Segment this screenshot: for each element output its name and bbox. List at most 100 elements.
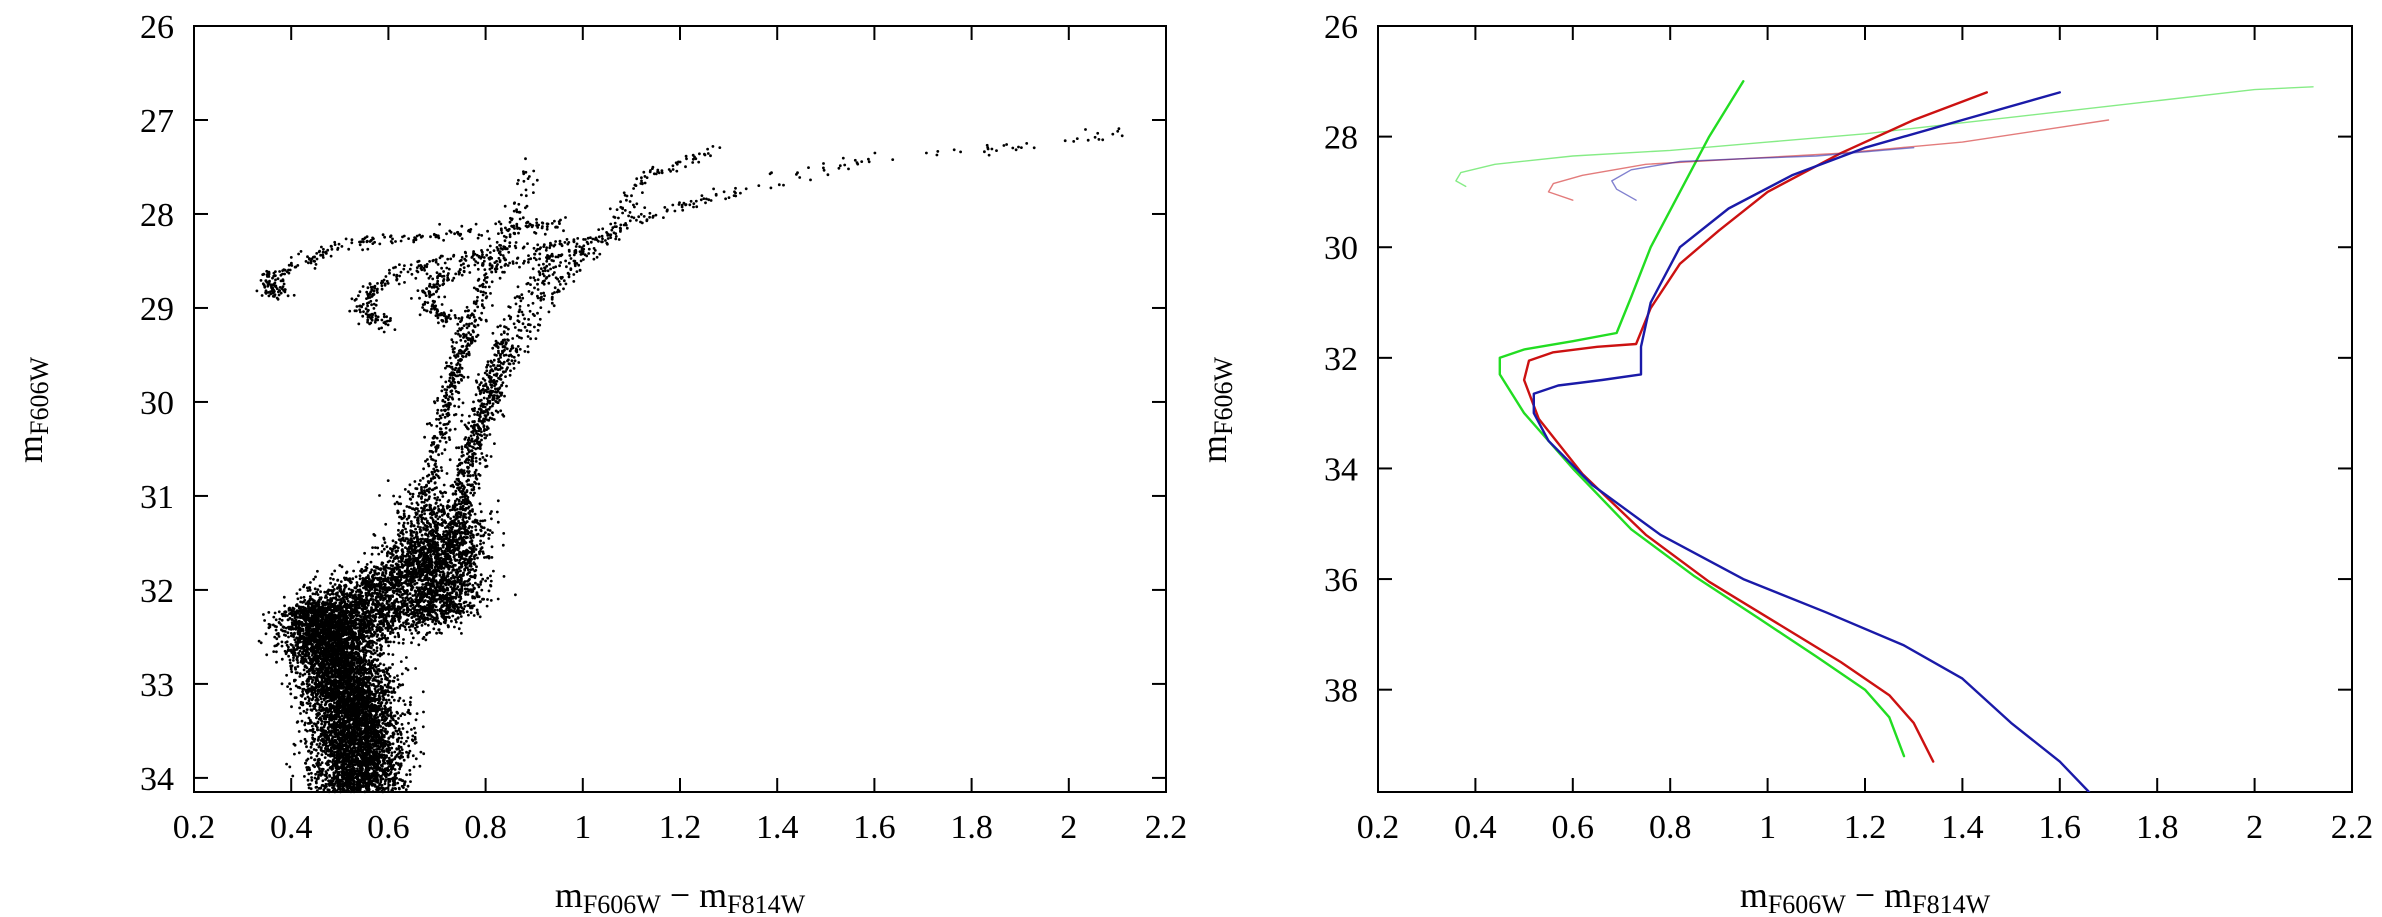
- star-point: [366, 580, 369, 583]
- star-point: [384, 616, 388, 620]
- star-point: [393, 502, 397, 506]
- star-point: [318, 596, 322, 600]
- star-point: [438, 421, 442, 425]
- star-point: [440, 452, 444, 455]
- star-point: [440, 389, 444, 393]
- star-point: [408, 497, 412, 501]
- star-point: [379, 577, 383, 581]
- star-point: [391, 539, 395, 543]
- star-point: [402, 509, 406, 513]
- star-point: [311, 592, 315, 596]
- star-point: [422, 613, 426, 617]
- star-point: [465, 305, 469, 309]
- star-point: [419, 750, 423, 754]
- star-point: [389, 577, 393, 580]
- star-point: [414, 629, 418, 632]
- star-point: [381, 607, 384, 611]
- star-point: [481, 299, 484, 302]
- star-point: [259, 641, 263, 645]
- star-point: [512, 209, 516, 213]
- star-point: [385, 554, 389, 558]
- star-point: [265, 653, 269, 657]
- star-point: [453, 413, 456, 417]
- star-point: [307, 618, 310, 622]
- star-point: [316, 569, 319, 573]
- star-point: [444, 426, 448, 430]
- star-point: [340, 565, 344, 569]
- star-point: [298, 706, 301, 710]
- star-point: [411, 619, 415, 623]
- star-point: [418, 491, 421, 495]
- star-point: [476, 305, 480, 309]
- star-point: [399, 539, 403, 543]
- star-point: [439, 375, 443, 379]
- star-point: [451, 378, 455, 381]
- star-point: [429, 455, 433, 459]
- star-point: [313, 587, 317, 591]
- star-point: [385, 545, 389, 549]
- star-point: [437, 476, 441, 480]
- star-point: [288, 658, 292, 662]
- star-point: [439, 490, 442, 494]
- star-point: [513, 232, 517, 236]
- star-point: [328, 603, 332, 606]
- star-point: [443, 432, 447, 436]
- star-point: [285, 762, 288, 766]
- star-point: [345, 592, 349, 596]
- star-point: [425, 521, 429, 524]
- star-point: [472, 286, 476, 290]
- star-point: [455, 363, 459, 367]
- star-point: [419, 611, 423, 615]
- star-point: [531, 183, 535, 186]
- star-point: [522, 172, 526, 176]
- star-point: [340, 599, 343, 603]
- star-point: [298, 588, 302, 591]
- star-point: [342, 588, 346, 591]
- star-point: [305, 701, 309, 705]
- star-point: [333, 583, 337, 586]
- star-point: [453, 625, 456, 629]
- star-point: [407, 608, 411, 611]
- star-point: [448, 395, 451, 399]
- star-point: [285, 673, 288, 677]
- star-point: [479, 290, 483, 294]
- star-point: [336, 587, 339, 590]
- star-point: [289, 631, 293, 635]
- star-point: [465, 322, 468, 326]
- star-point: [420, 617, 424, 620]
- star-point: [363, 551, 366, 555]
- star-point: [458, 363, 462, 367]
- star-point: [434, 462, 437, 466]
- star-point: [470, 312, 474, 316]
- star-point: [436, 521, 440, 525]
- star-point: [457, 397, 461, 401]
- star-point: [451, 348, 455, 351]
- star-point: [331, 585, 335, 589]
- star-point: [445, 361, 448, 365]
- star-point: [396, 533, 400, 536]
- star-point: [499, 253, 503, 256]
- star-point: [460, 345, 464, 348]
- star-point: [461, 401, 465, 405]
- star-point: [328, 593, 332, 596]
- star-point: [308, 595, 312, 598]
- star-point: [382, 547, 386, 551]
- star-point: [284, 634, 288, 637]
- star-point: [302, 595, 306, 599]
- star-point: [535, 178, 539, 182]
- star-point: [325, 720, 329, 724]
- star-point: [524, 194, 528, 198]
- star-point: [363, 621, 367, 624]
- star-point: [379, 621, 383, 624]
- star-point: [378, 608, 382, 612]
- star-point: [425, 422, 429, 426]
- star-point: [357, 622, 361, 626]
- star-point: [449, 585, 453, 589]
- star-point: [517, 231, 520, 235]
- star-point: [415, 621, 419, 625]
- star-point: [303, 721, 307, 725]
- star-point: [390, 608, 393, 611]
- star-point: [425, 489, 429, 493]
- star-point: [524, 157, 527, 161]
- star-point: [384, 608, 388, 611]
